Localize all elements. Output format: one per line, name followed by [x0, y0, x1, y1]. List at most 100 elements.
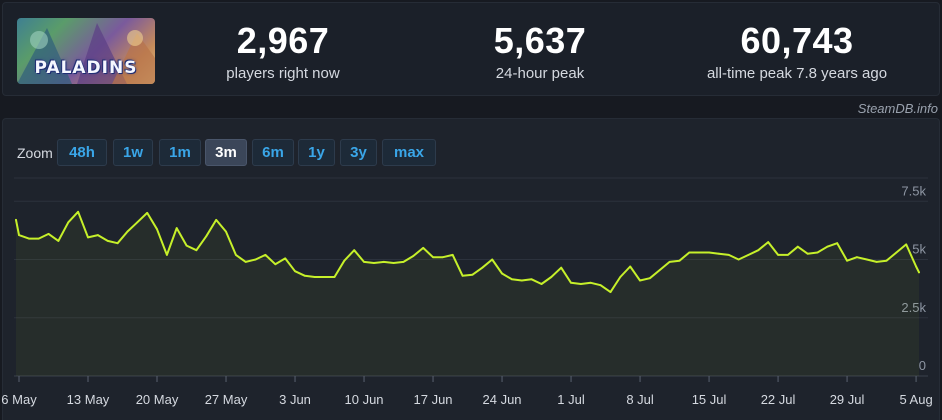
- zoom-1m-button[interactable]: 1m: [159, 139, 201, 166]
- zoom-1y-button[interactable]: 1y: [298, 139, 335, 166]
- stat-24h-peak: 5,637 24-hour peak: [430, 20, 650, 83]
- data-point: [323, 276, 326, 278]
- data-point: [816, 251, 819, 254]
- data-point: [471, 273, 474, 276]
- data-point: [619, 276, 622, 278]
- zoom-max-button[interactable]: max: [382, 139, 436, 166]
- x-tick-label: 8 Jul: [626, 392, 654, 407]
- zoom-6m-button[interactable]: 6m: [252, 139, 294, 166]
- data-point: [87, 236, 89, 239]
- data-point: [97, 234, 99, 237]
- data-point: [274, 263, 277, 266]
- data-point: [77, 210, 79, 213]
- y-tick-label: 2.5k: [901, 300, 926, 315]
- data-point: [737, 258, 740, 261]
- data-point: [195, 249, 198, 252]
- data-point: [373, 262, 375, 264]
- data-point: [392, 262, 395, 264]
- data-point: [67, 221, 70, 224]
- data-point: [215, 219, 218, 221]
- data-point: [501, 272, 503, 275]
- data-point: [235, 254, 237, 256]
- data-point: [826, 245, 829, 248]
- data-point: [668, 261, 671, 263]
- data-point: [136, 221, 139, 224]
- data-point: [57, 240, 60, 242]
- data-point: [28, 237, 30, 240]
- data-point: [599, 284, 602, 287]
- x-tick-label: 27 May: [205, 392, 248, 407]
- data-point: [767, 241, 770, 244]
- data-point: [787, 254, 789, 256]
- x-tick-label: 20 May: [136, 392, 179, 407]
- data-point: [205, 235, 208, 238]
- data-point: [895, 251, 898, 254]
- data-point: [757, 249, 760, 252]
- players-now-label: players right now: [226, 65, 340, 82]
- x-tick-label: 1 Jul: [557, 392, 585, 407]
- data-point: [846, 259, 848, 262]
- data-point: [451, 254, 454, 256]
- x-tick-label: 13 May: [67, 392, 110, 407]
- x-tick-label: 15 Jul: [692, 392, 727, 407]
- data-point: [422, 247, 425, 249]
- zoom-3m-button[interactable]: 3m: [205, 139, 247, 166]
- peak-24h-value: 5,637: [493, 20, 587, 61]
- data-point: [570, 281, 572, 284]
- data-point: [225, 230, 227, 233]
- data-point: [856, 256, 858, 259]
- x-tick-label: 6 May: [1, 392, 37, 407]
- data-point: [244, 261, 247, 263]
- data-point: [918, 271, 920, 274]
- y-tick-label: 7.5k: [901, 183, 926, 198]
- data-point: [609, 291, 612, 293]
- data-point: [688, 251, 691, 254]
- data-point: [15, 219, 17, 221]
- data-point: [885, 259, 888, 262]
- data-point: [481, 266, 484, 269]
- data-point: [658, 269, 661, 271]
- data-point: [343, 259, 346, 262]
- data-point: [284, 257, 287, 260]
- data-point: [875, 261, 878, 263]
- x-tick-label: 10 Jun: [345, 392, 384, 407]
- players-now-value: 2,967: [236, 20, 330, 61]
- data-point: [363, 261, 365, 263]
- zoom-3y-button[interactable]: 3y: [340, 139, 377, 166]
- chart-panel: Zoom 48h 1w 1m 3m 6m 1y 3y max: [2, 118, 940, 420]
- data-point: [175, 227, 178, 230]
- stat-players-now: 2,967 players right now: [173, 20, 393, 83]
- data-point: [116, 242, 119, 245]
- data-point: [18, 234, 20, 237]
- data-point: [540, 283, 543, 285]
- x-tick-label: 5 Aug: [899, 392, 932, 407]
- data-point: [491, 258, 494, 261]
- x-tick-label: 24 Jun: [483, 392, 522, 407]
- game-logo[interactable]: PALADINS: [17, 18, 155, 84]
- data-point: [629, 265, 632, 268]
- data-point: [353, 249, 356, 252]
- zoom-1w-button[interactable]: 1w: [113, 139, 153, 166]
- x-tick-label: 22 Jul: [761, 392, 796, 407]
- zoom-48h-button[interactable]: 48h: [57, 139, 107, 166]
- steamdb-credit[interactable]: SteamDB.info: [857, 101, 938, 116]
- data-point: [294, 270, 296, 273]
- data-point: [777, 254, 779, 256]
- data-point: [333, 276, 336, 278]
- data-point: [304, 274, 306, 277]
- x-tick-label: 3 Jun: [279, 392, 311, 407]
- y-tick-label: 5k: [912, 242, 926, 257]
- data-point: [126, 230, 129, 233]
- game-artwork: [17, 23, 155, 84]
- data-point: [254, 258, 257, 261]
- data-point: [836, 242, 839, 245]
- data-point: [589, 281, 592, 284]
- x-tick-label: 29 Jul: [830, 392, 865, 407]
- x-tick-label: 17 Jun: [414, 392, 453, 407]
- y-tick-label: 0: [919, 358, 926, 373]
- data-point: [382, 261, 385, 263]
- data-point: [442, 256, 444, 259]
- data-point: [313, 276, 316, 278]
- data-point: [649, 277, 651, 280]
